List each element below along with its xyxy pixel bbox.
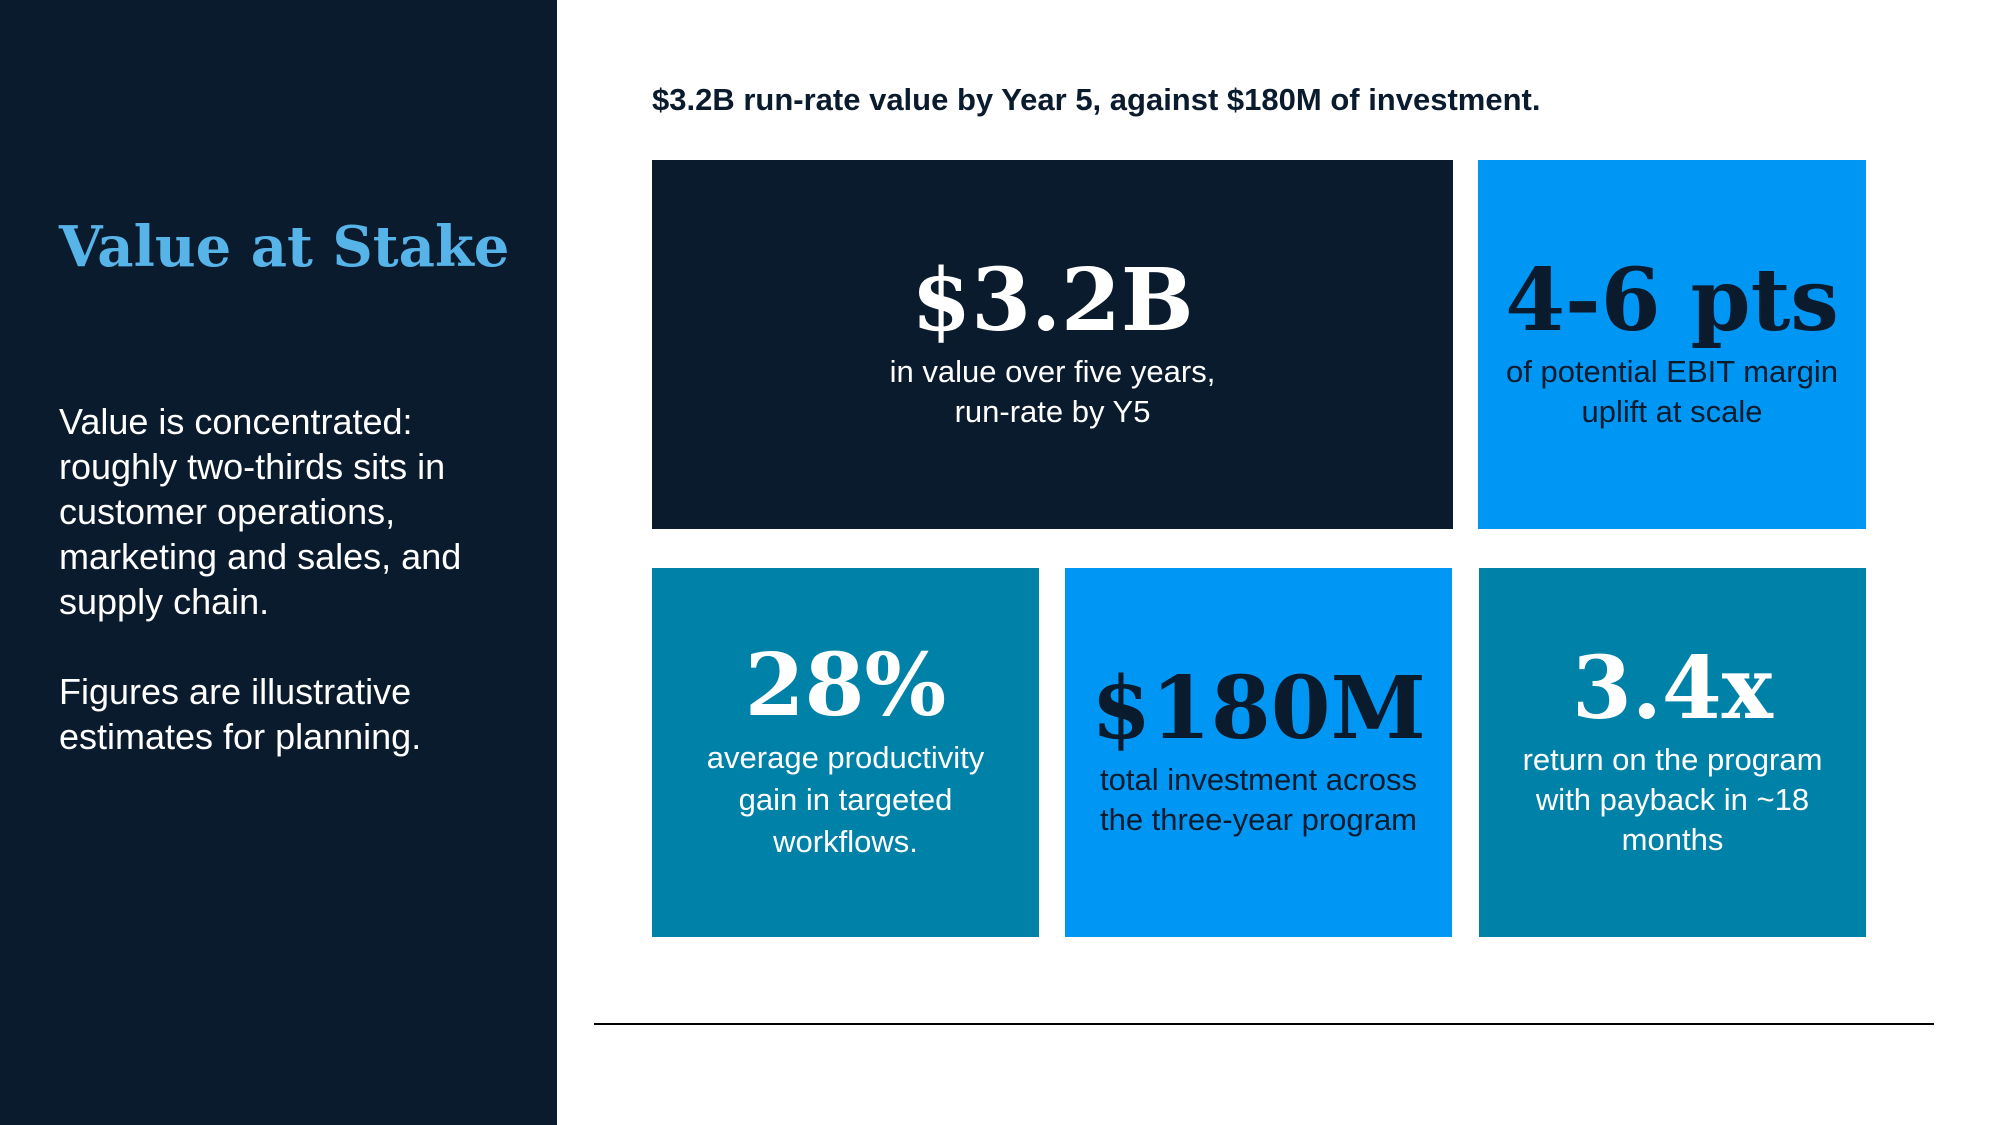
stat-tile-ebit-uplift: 4-6 pts of potential EBIT margin uplift … xyxy=(1478,160,1866,529)
left-panel: Value at Stake Value is concentrated: ro… xyxy=(0,0,557,1125)
stat-description: return on the program with payback in ~1… xyxy=(1522,741,1823,857)
stat-tile-investment: $180M total investment across the three-… xyxy=(1065,568,1452,937)
stat-description: of potential EBIT margin uplift at scale xyxy=(1506,353,1838,429)
stat-value: $3.2B xyxy=(911,249,1194,351)
stat-description: in value over five years, run-rate by Y5 xyxy=(889,353,1216,429)
stat-value: 3.4x xyxy=(1572,637,1773,739)
section-title: Value at Stake xyxy=(59,214,510,280)
stat-tile-return: 3.4x return on the program with payback … xyxy=(1479,568,1866,937)
stat-tile-total-value: $3.2B in value over five years, run-rate… xyxy=(652,160,1453,529)
headline: $3.2B run-rate value by Year 5, against … xyxy=(652,82,1541,117)
footer-divider xyxy=(594,1023,1934,1025)
stat-value: 4-6 pts xyxy=(1505,249,1839,351)
summary-paragraph: Value is concentrated: roughly two-third… xyxy=(59,401,462,622)
stat-value: $180M xyxy=(1091,657,1426,759)
stat-value: 28% xyxy=(744,634,947,736)
stat-tile-productivity: 28% average productivity gain in targete… xyxy=(652,568,1039,937)
stat-description: average productivity gain in targeted wo… xyxy=(706,739,985,859)
disclaimer-paragraph: Figures are illustrative estimates for p… xyxy=(59,671,422,757)
stat-description: total investment across the three-year p… xyxy=(1099,761,1418,837)
